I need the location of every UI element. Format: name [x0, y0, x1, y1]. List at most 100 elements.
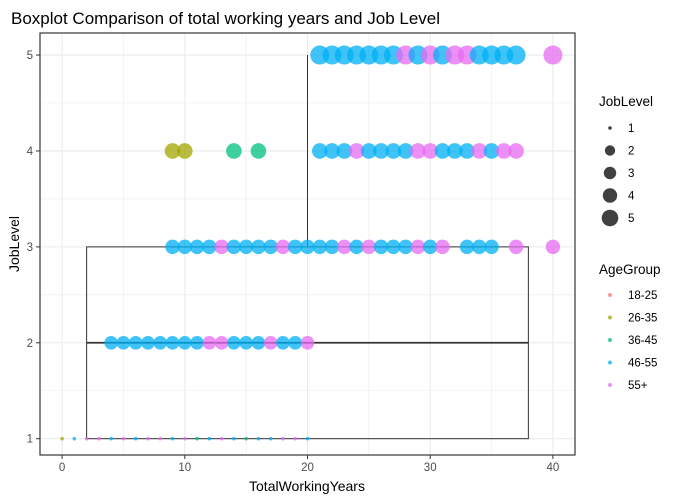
data-point [268, 436, 273, 441]
data-point [263, 335, 278, 350]
data-point [250, 143, 267, 159]
data-point [545, 239, 561, 255]
data-point [214, 335, 229, 350]
data-point [165, 335, 180, 350]
data-point [121, 436, 126, 441]
size-legend-label: 4 [628, 191, 635, 203]
data-point [256, 436, 261, 441]
data-point [300, 335, 315, 350]
y-tick-label: 5 [27, 50, 33, 62]
data-point [190, 335, 204, 350]
data-point [276, 335, 290, 350]
data-point [202, 335, 217, 350]
color-legend-label: 18-25 [628, 290, 657, 302]
data-point [385, 143, 402, 159]
data-point [251, 335, 266, 350]
y-tick-label: 3 [27, 242, 33, 254]
x-tick-label: 20 [301, 462, 314, 474]
size-legend-key [602, 188, 618, 203]
data-point [483, 143, 500, 159]
data-point [288, 239, 303, 255]
data-point [281, 436, 285, 441]
color-legend-key [608, 338, 612, 342]
color-legend-key [608, 383, 612, 387]
data-point [244, 436, 248, 441]
color-legend-label: 36-45 [628, 335, 657, 347]
color-legend-key [608, 315, 612, 320]
x-tick-label: 0 [59, 462, 65, 474]
color-legend-title: AgeGroup [599, 262, 661, 277]
size-legend-key [604, 145, 616, 156]
data-point [434, 143, 451, 159]
size-legend-title: JobLevel [599, 94, 653, 109]
color-legend-key [608, 293, 612, 297]
data-point [422, 143, 439, 159]
data-point [459, 143, 475, 159]
y-axis-ticks: 1 2 3 4 5 [27, 50, 40, 446]
data-point [232, 436, 236, 441]
data-point [164, 143, 181, 159]
y-axis-title: JobLevel [6, 216, 22, 272]
data-point [305, 436, 310, 441]
data-point [116, 335, 131, 350]
y-tick-label: 2 [27, 338, 33, 350]
data-point [214, 239, 229, 255]
data-point [398, 239, 413, 255]
data-point [543, 45, 563, 65]
data-point [207, 436, 212, 441]
data-points [60, 45, 563, 441]
color-legend-label: 26-35 [628, 313, 657, 325]
data-point [459, 239, 475, 255]
size-legend-label: 1 [628, 123, 634, 135]
data-point [226, 143, 242, 159]
plot-area [39, 32, 576, 456]
data-point [227, 335, 241, 350]
data-point [410, 143, 426, 159]
data-point [472, 239, 487, 255]
data-point [435, 239, 450, 255]
data-point [361, 143, 377, 159]
data-point [293, 436, 298, 441]
color-legend-label: 46-55 [628, 358, 657, 370]
data-point [361, 239, 377, 255]
data-point [508, 143, 524, 159]
x-tick-label: 30 [424, 462, 437, 474]
chart-title: Boxplot Comparison of total working year… [11, 9, 440, 28]
data-point [195, 436, 199, 441]
data-point [97, 436, 101, 441]
size-legend: JobLevel 1 2 3 4 5 [599, 94, 653, 227]
x-tick-label: 40 [547, 462, 560, 474]
size-legend-label: 2 [628, 146, 634, 158]
data-point [109, 436, 113, 441]
data-point [84, 436, 89, 441]
y-tick-label: 1 [27, 434, 33, 446]
data-point [349, 239, 364, 255]
data-point [336, 143, 353, 159]
data-point [275, 239, 291, 255]
data-point [182, 436, 187, 441]
data-point [397, 143, 414, 159]
data-point [324, 239, 340, 255]
data-point [141, 335, 155, 350]
color-legend-key [608, 360, 612, 365]
data-point [146, 436, 150, 441]
x-axis-ticks: 0 10 20 30 40 [59, 455, 559, 474]
color-legend: AgeGroup 18-25 26-35 36-45 46-55 55+ [599, 262, 661, 392]
data-point [508, 239, 524, 255]
y-tick-label: 4 [27, 146, 34, 158]
data-point [311, 143, 328, 159]
data-point [410, 239, 426, 255]
size-legend-label: 5 [628, 213, 634, 225]
data-point [177, 335, 192, 350]
data-point [104, 335, 118, 350]
data-point [337, 239, 352, 255]
data-point [170, 436, 175, 441]
data-point [348, 143, 365, 159]
x-axis-title: TotalWorkingYears [249, 478, 365, 494]
size-legend-label: 3 [628, 168, 634, 180]
data-point [219, 436, 224, 441]
data-point [386, 239, 401, 255]
data-point [446, 143, 463, 159]
data-point [153, 335, 168, 350]
